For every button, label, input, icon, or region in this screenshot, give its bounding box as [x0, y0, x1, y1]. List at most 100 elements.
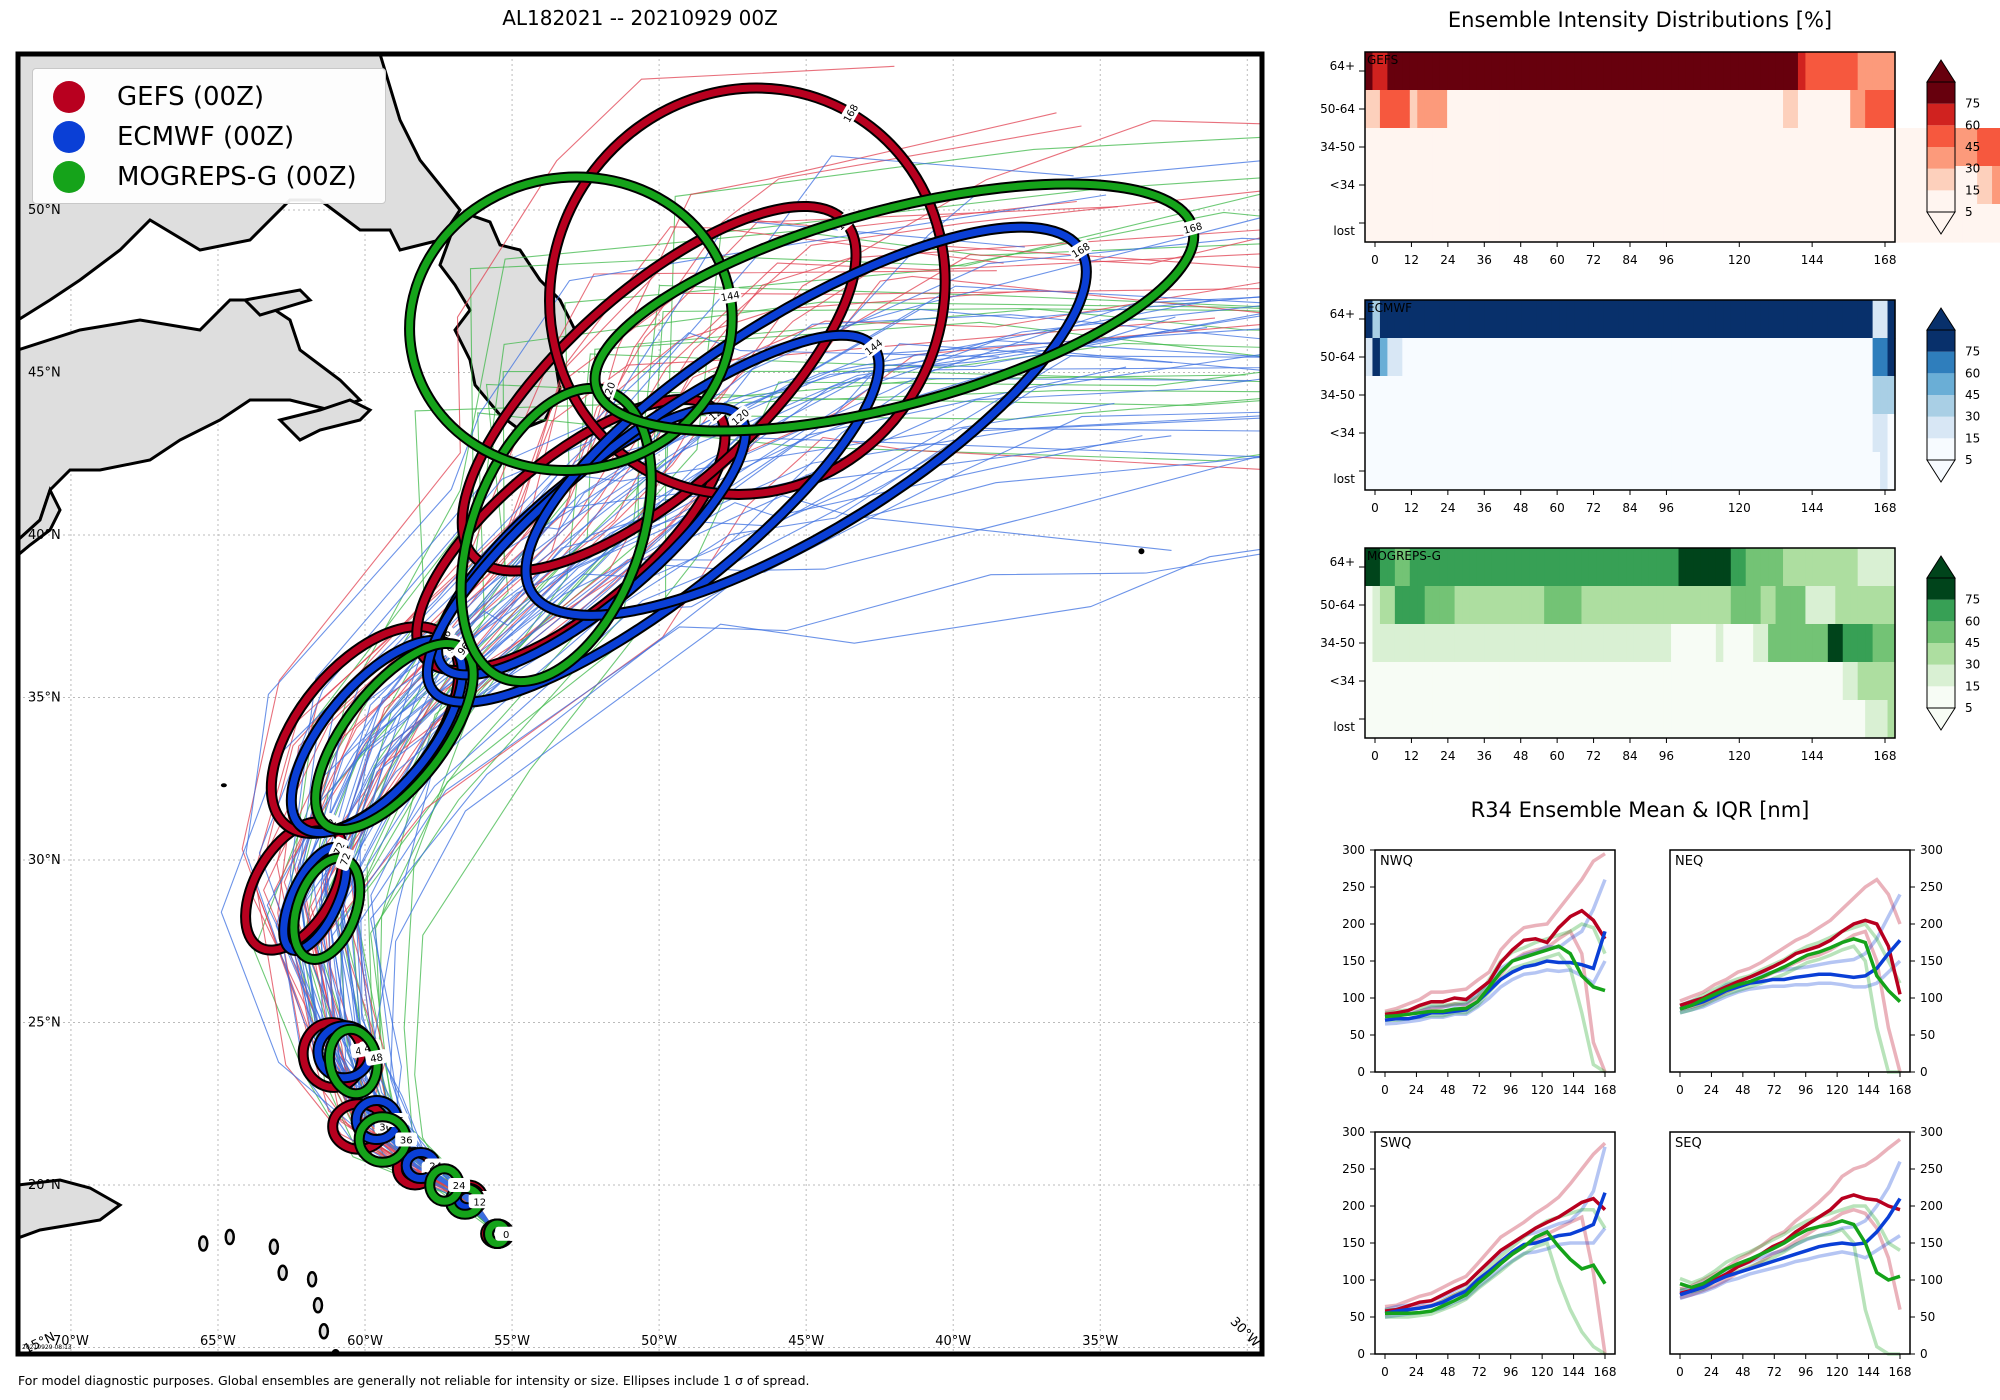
heatmap-cell	[1462, 52, 1471, 91]
heatmap-cell	[1797, 52, 1807, 91]
heatmap-cell	[1790, 662, 1799, 701]
heatmap-cell	[1544, 624, 1553, 663]
heatmap-cell	[1432, 624, 1441, 663]
heatmap-cell	[1678, 586, 1687, 625]
colorbar-frame	[1926, 81, 1956, 213]
x-tick-label: 120	[1826, 1365, 1849, 1379]
heatmap-cell	[1992, 166, 2000, 205]
heatmap-cell	[1887, 662, 1896, 701]
heatmap-cell	[1529, 52, 1538, 91]
heatmap-cell	[1603, 376, 1612, 415]
ellipse-hour-label: 168	[1182, 221, 1203, 237]
heatmap-cell	[1506, 452, 1515, 491]
r34-title: R34 Ensemble Mean & IQR [nm]	[1470, 798, 1810, 822]
heatmap-cell	[1648, 624, 1657, 663]
x-tick-label: 48	[1513, 253, 1528, 267]
heatmap-cell	[1641, 700, 1650, 739]
heatmap-cell	[1738, 414, 1747, 453]
x-tick-label: 84	[1622, 501, 1637, 515]
heatmap-cell	[1409, 452, 1418, 491]
heatmap-cell	[1693, 52, 1702, 91]
heatmap-cell	[1820, 586, 1829, 625]
ellipse-hour-label: 36	[379, 1123, 392, 1134]
heatmap-cell	[1603, 90, 1612, 129]
heatmap-cell	[1581, 700, 1590, 739]
heatmap-cell	[1805, 300, 1814, 339]
island	[277, 1264, 288, 1281]
heatmap-cell	[1663, 624, 1672, 663]
heatmap-cell	[1379, 452, 1388, 491]
heatmap-cell	[1514, 662, 1523, 701]
heatmap-cell	[1775, 376, 1784, 415]
heatmap-cell	[1641, 586, 1650, 625]
track-map: 0122436487296120144168012243648729612014…	[15, 51, 1265, 1357]
heatmap-cell	[1402, 52, 1411, 91]
heatmap-cell	[1790, 586, 1799, 625]
heatmap-cell	[1484, 700, 1493, 739]
heatmap-cell	[1969, 204, 1978, 243]
heatmap-cell	[1439, 586, 1448, 625]
heatmap-cell	[1372, 452, 1381, 491]
heatmap-cell	[1596, 662, 1605, 701]
heatmap-cell	[1857, 624, 1866, 663]
heatmap-cell	[1693, 414, 1702, 453]
heatmap-cell	[1753, 414, 1762, 453]
y-tick-label: 150	[1920, 1236, 1943, 1250]
heatmap-cell	[1641, 662, 1650, 701]
heatmap-cell	[1723, 204, 1732, 243]
heatmap-cell	[1977, 204, 1986, 243]
heatmap-cell	[1857, 414, 1866, 453]
heatmap-cell	[1700, 166, 1709, 205]
heatmap-cell	[1857, 128, 1866, 167]
heatmap-cell	[1790, 166, 1799, 205]
heatmap-cell	[1581, 204, 1590, 243]
heatmap-cell	[1730, 586, 1739, 625]
heatmap-cell	[1738, 700, 1747, 739]
heatmap-cell	[1476, 128, 1486, 167]
heatmap-cell	[1551, 624, 1560, 663]
heatmap-cell	[1685, 452, 1695, 491]
heatmap-cell	[1574, 414, 1583, 453]
x-tick-label: 72	[1472, 1365, 1487, 1379]
heatmap-cell	[1394, 700, 1403, 739]
heatmap-cell	[1685, 414, 1695, 453]
heatmap-cell	[1783, 586, 1792, 625]
heatmap-cell	[1865, 166, 1874, 205]
heatmap-cell	[1880, 452, 1889, 491]
legend-entry-ecmwf: ECMWF (00Z)	[53, 119, 294, 155]
heatmap-cell	[1783, 662, 1792, 701]
heatmap-cell	[1402, 166, 1411, 205]
heatmap-cell	[1872, 52, 1881, 91]
heatmap-cell	[1924, 204, 1933, 243]
colorbar-segment	[1927, 643, 1955, 665]
heatmap-cell	[1521, 548, 1530, 587]
heatmap-cell	[1387, 624, 1396, 663]
heatmap-cell	[1850, 452, 1859, 491]
heatmap-cell	[1476, 204, 1486, 243]
heatmap-cell	[1827, 452, 1836, 491]
heatmap-cell	[1656, 376, 1665, 415]
heatmap-cell	[1491, 52, 1500, 91]
island	[198, 1235, 209, 1252]
y-tick-label: 100	[1920, 991, 1943, 1005]
row-label: 50-64	[1320, 598, 1355, 612]
heatmap-cell	[1872, 414, 1881, 453]
heatmap-cell	[1506, 548, 1515, 587]
heatmap-cell	[1551, 414, 1560, 453]
spread-ellipse-ecmwf: 168	[520, 221, 1093, 621]
heatmap-cell	[1812, 52, 1821, 91]
heatmap-cell	[1775, 700, 1784, 739]
heatmap-cell	[1365, 300, 1374, 339]
heatmap-cell	[1521, 414, 1530, 453]
y-tick-label: 50	[1350, 1310, 1365, 1324]
heatmap-cell	[1715, 700, 1724, 739]
y-tick-label: 100	[1342, 991, 1365, 1005]
heatmap-cell	[1656, 204, 1665, 243]
ellipse-label-bg	[728, 405, 752, 428]
x-tick-label: 84	[1622, 253, 1637, 267]
lat-tick-label: 40°N	[28, 528, 61, 543]
y-tick-label: 0	[1357, 1347, 1365, 1361]
heatmap-cell	[1842, 338, 1851, 377]
r34-panel-nwq: NWQ 0 50 100 150 200 250 300 0 24 48 72 96 120 144 168	[1342, 843, 1616, 1097]
heatmap-cell	[1850, 624, 1859, 663]
